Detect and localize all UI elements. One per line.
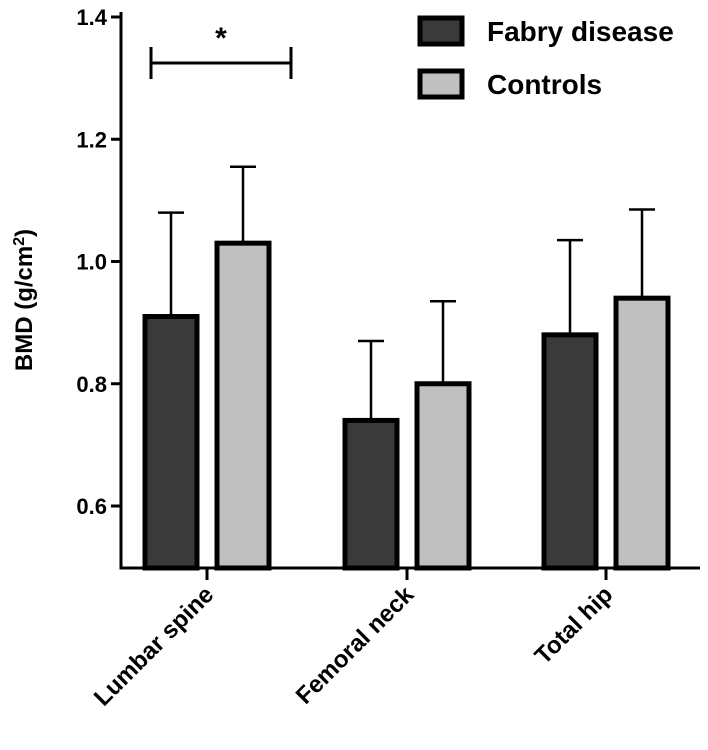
legend-swatch-fabry-disease [417,15,465,47]
plot-area: 0.6 0.8 1.0 1.2 1.4 BMD (g/cm2) Lumbar spine Fe… [11,5,700,712]
y-tick-label: 1.0 [76,250,107,275]
legend-label: Fabry disease [487,16,674,47]
x-tick-label: Total hip [530,581,619,670]
x-tick-label: Femoral neck [291,581,420,710]
legend-label: Controls [487,69,602,100]
bar-controls-lumbar-spine [214,240,272,571]
legend-swatch-controls [417,68,465,100]
y-axis-title-superscript: 2 [11,237,28,246]
significance-asterisk: * [215,22,227,55]
bar-fabry-disease-total-hip [541,332,599,571]
y-tick-label: 0.6 [76,494,107,519]
y-axis-title: BMD (g/cm2) [11,229,39,371]
y-tick-label: 1.2 [76,127,107,152]
y-axis-title-text: BMD (g/cm [11,246,38,371]
bar-fabry-disease-femoral-neck [342,417,400,571]
bar-controls-femoral-neck [414,381,472,571]
y-tick-label: 1.4 [76,5,107,30]
x-tick-label: Lumbar spine [89,581,219,711]
bar-fabry-disease-lumbar-spine [142,314,200,571]
bar-controls-total-hip [613,295,671,571]
y-axis-title-close: ) [11,229,38,237]
legend: Fabry disease Controls [417,15,674,100]
y-tick-label: 0.8 [76,372,107,397]
